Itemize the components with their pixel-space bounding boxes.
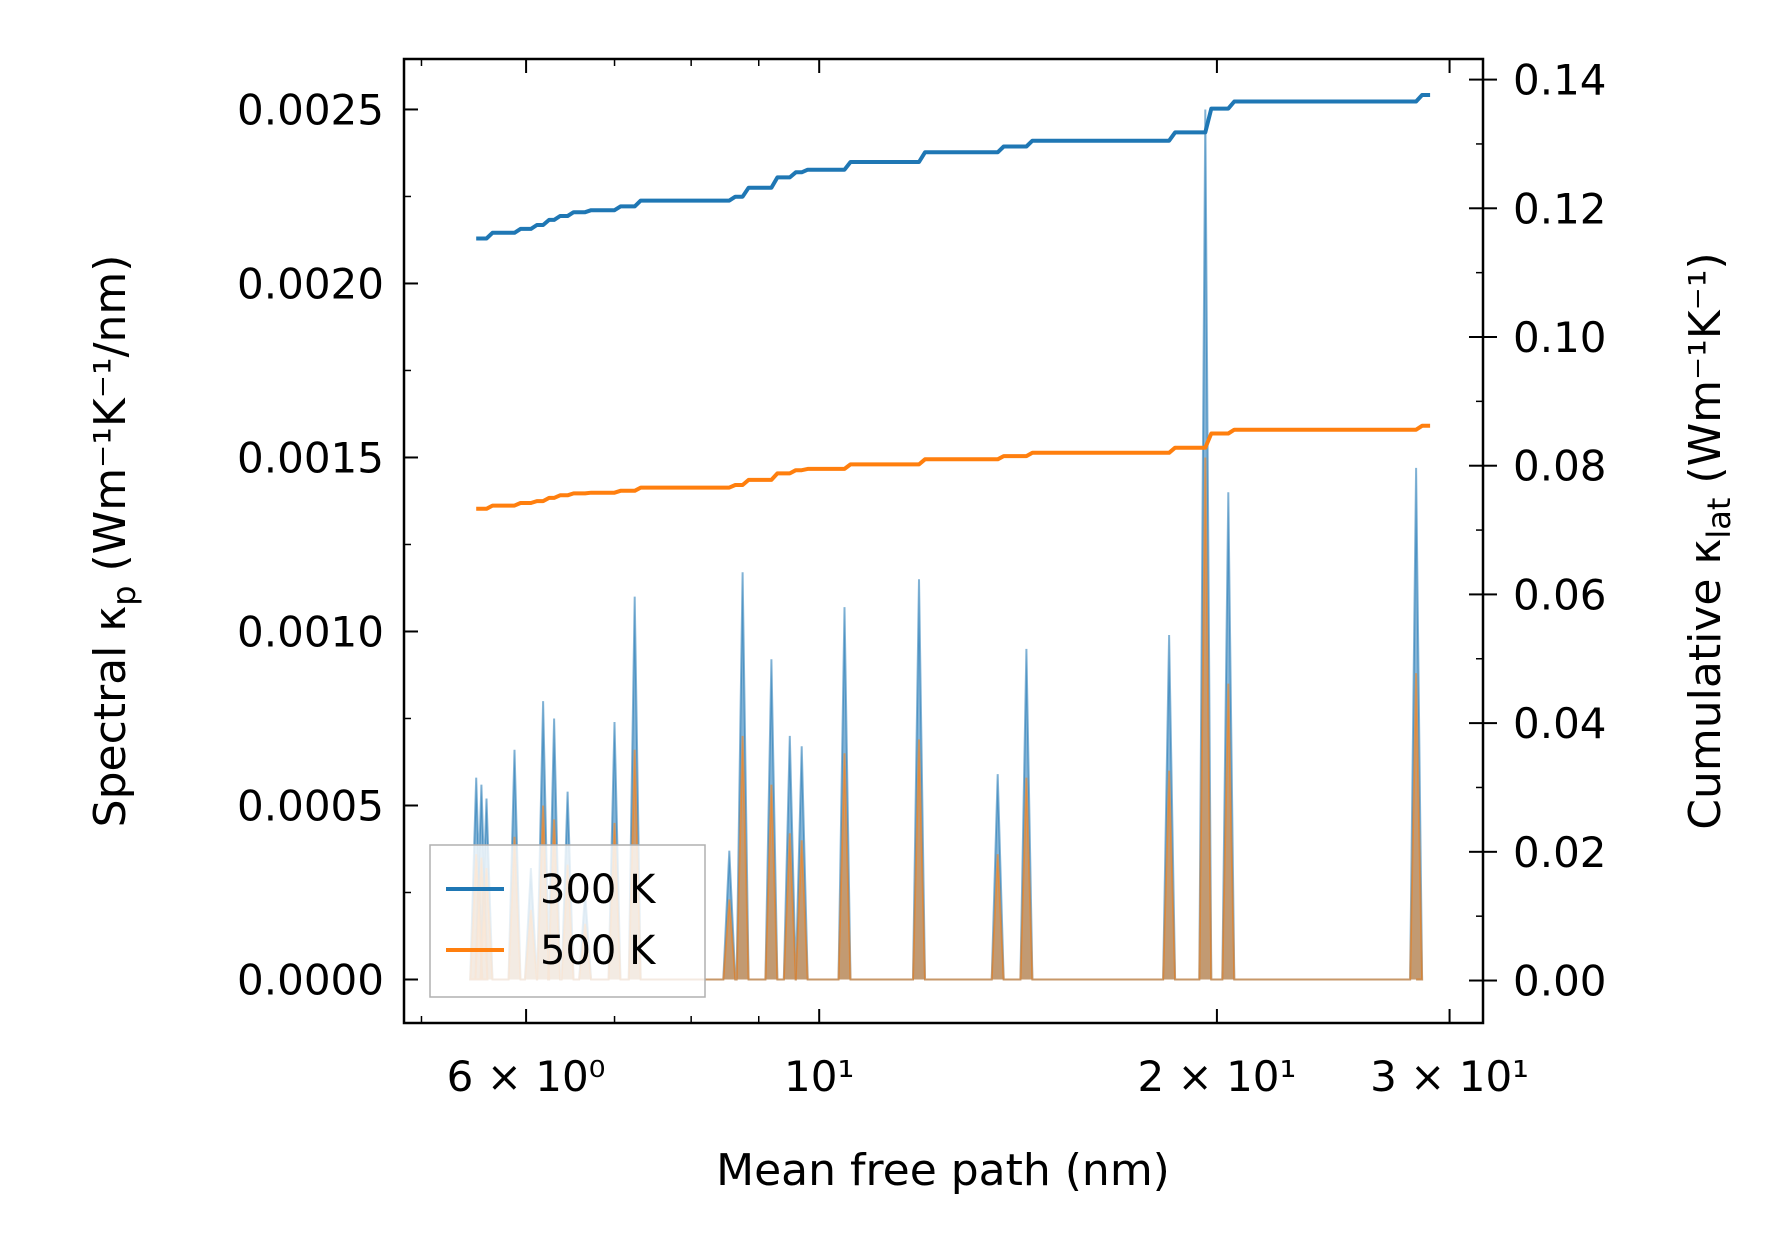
- cumulative-line-300k: [476, 93, 1431, 241]
- left-y-tick-label: 0.0010: [237, 607, 384, 656]
- x-tick-label: 3 × 10¹: [1370, 1052, 1529, 1101]
- right-y-tick-label: 0.08: [1513, 442, 1607, 491]
- plot-frame: [402, 57, 1485, 1025]
- axis-ticks: 0.0000 0.0005 0.0010 0.0015 0.0020 0.0025 0.00…: [237, 56, 1606, 1101]
- cumulative-line-500k: [476, 423, 1431, 511]
- right-y-tick-label: 0.06: [1513, 570, 1607, 619]
- right-y-tick-label: 0.02: [1513, 828, 1607, 877]
- left-y-axis-title: Spectral κp (Wm⁻¹K⁻¹/nm): [85, 255, 143, 828]
- legend: 300 K 500 K: [429, 844, 706, 998]
- left-y-tick-label: 0.0000: [237, 955, 384, 1004]
- right-y-tick-label: 0.10: [1513, 313, 1607, 362]
- right-y-axis-title-sub: lat: [1700, 498, 1738, 539]
- right-y-axis-title: Cumulative κlat (Wm⁻¹K⁻¹): [1680, 252, 1738, 829]
- x-axis-title: Mean free path (nm): [716, 1145, 1170, 1196]
- left-y-tick-label: 0.0020: [237, 259, 384, 308]
- left-y-tick-label: 0.0015: [237, 433, 384, 482]
- series-lines: [476, 93, 1431, 511]
- x-tick-label: 6 × 10⁰: [447, 1052, 606, 1101]
- left-y-axis-title-unit: (Wm⁻¹K⁻¹/nm): [85, 255, 136, 586]
- left-y-axis-title-sub: p: [105, 585, 143, 605]
- x-tick-label: 10¹: [784, 1052, 854, 1101]
- right-y-tick-label: 0.12: [1513, 184, 1607, 233]
- x-tick-label: 2 × 10¹: [1137, 1052, 1296, 1101]
- right-y-axis-title-unit: (Wm⁻¹K⁻¹): [1680, 252, 1731, 497]
- left-y-tick-label: 0.0005: [237, 781, 384, 830]
- right-y-tick-label: 0.14: [1513, 56, 1607, 105]
- left-y-axis-title-main: Spectral κ: [85, 606, 136, 828]
- left-y-tick-label: 0.0025: [237, 85, 384, 134]
- right-y-tick-label: 0.00: [1513, 957, 1607, 1006]
- right-y-tick-label: 0.04: [1513, 699, 1607, 748]
- legend-label-500k: 500 K: [540, 928, 657, 974]
- right-y-axis-title-main: Cumulative κ: [1680, 539, 1731, 830]
- legend-frame: [429, 844, 706, 998]
- legend-label-300k: 300 K: [540, 867, 657, 913]
